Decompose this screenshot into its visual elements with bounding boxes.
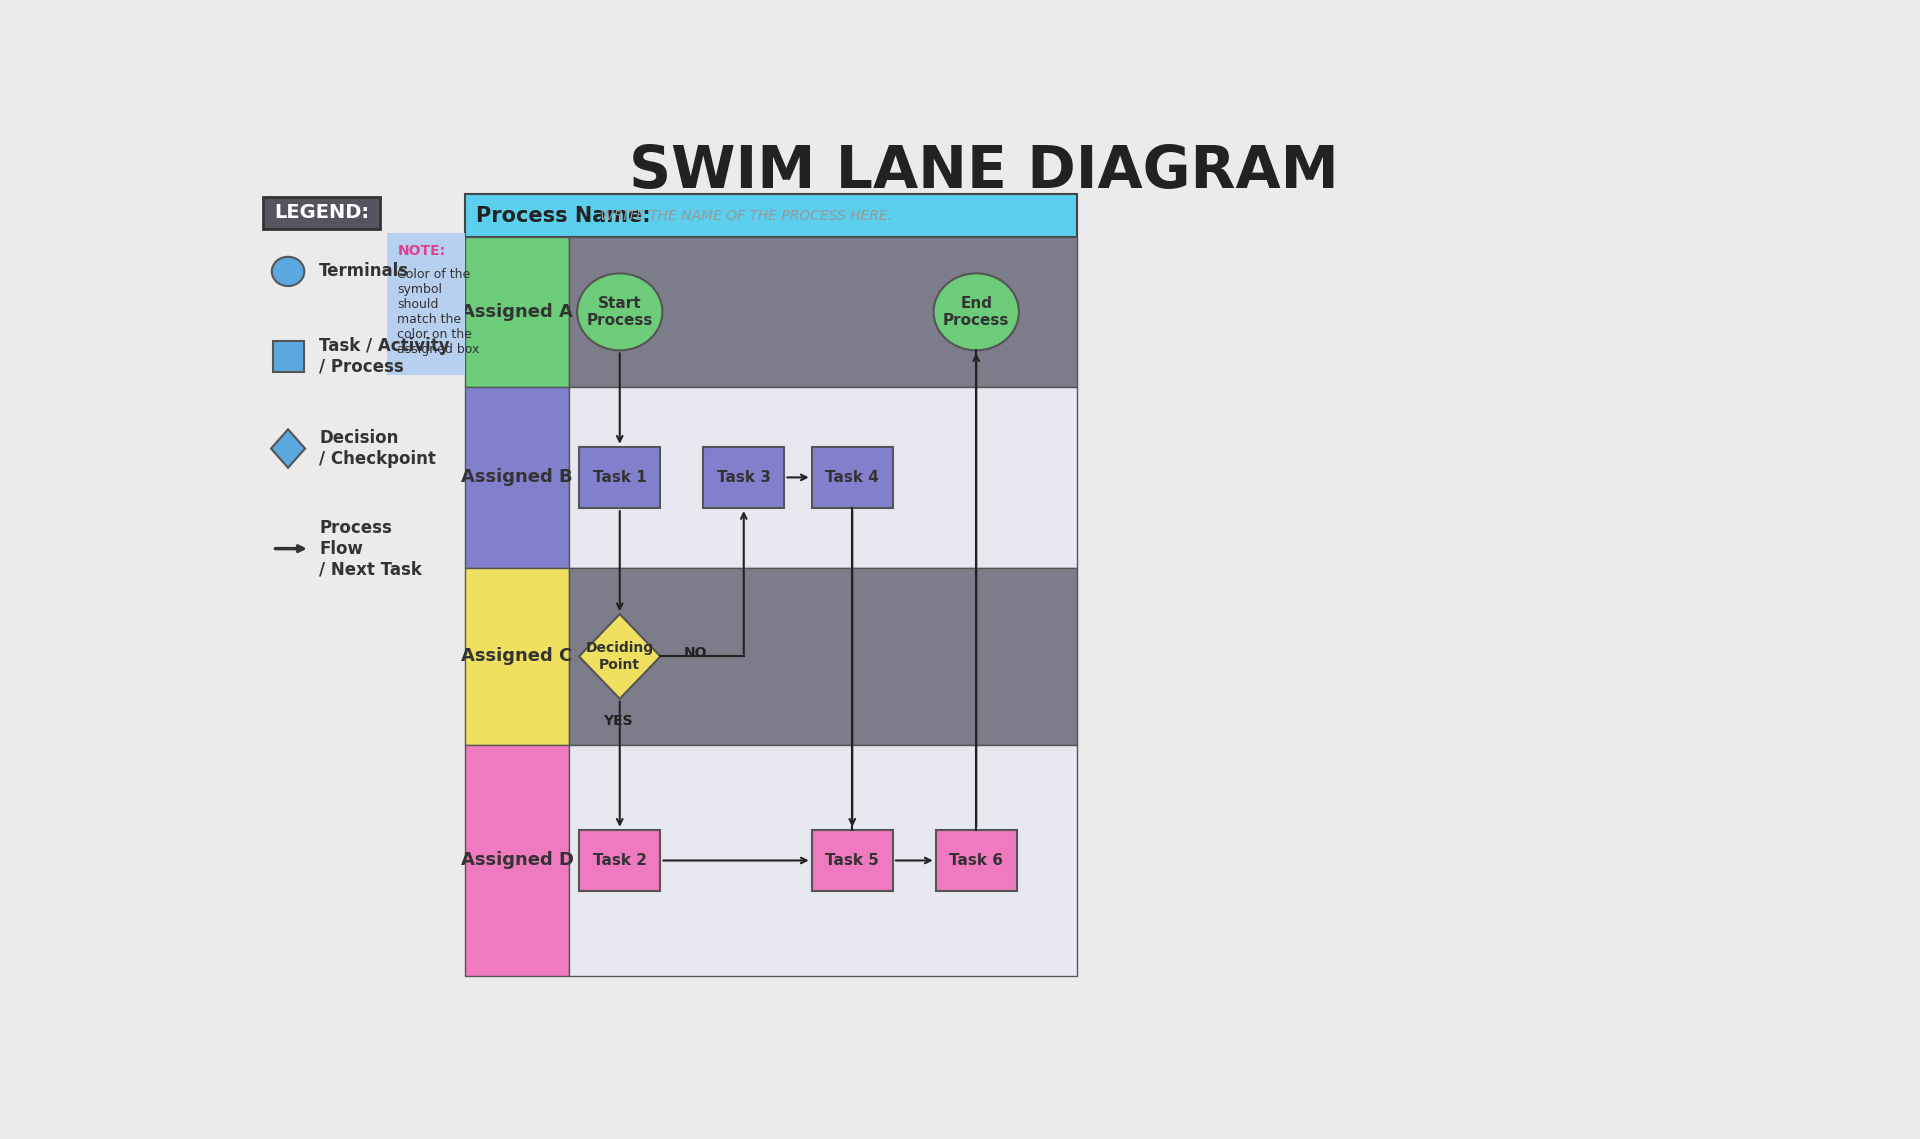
- Text: Task 5: Task 5: [826, 853, 879, 868]
- FancyBboxPatch shape: [465, 387, 570, 568]
- FancyBboxPatch shape: [263, 197, 380, 229]
- Text: YES: YES: [603, 714, 632, 728]
- FancyBboxPatch shape: [570, 568, 1077, 745]
- FancyBboxPatch shape: [703, 446, 785, 508]
- Text: Task 4: Task 4: [826, 470, 879, 485]
- Text: Task 3: Task 3: [716, 470, 770, 485]
- Text: Assigned C: Assigned C: [461, 647, 572, 665]
- FancyBboxPatch shape: [570, 745, 1077, 976]
- FancyBboxPatch shape: [935, 829, 1018, 892]
- Text: Assigned D: Assigned D: [461, 852, 574, 869]
- Text: End
Process: End Process: [943, 296, 1010, 328]
- Text: Assigned A: Assigned A: [461, 303, 572, 321]
- Text: Decision
/ Checkpoint: Decision / Checkpoint: [319, 429, 436, 468]
- Text: LEGEND:: LEGEND:: [275, 204, 369, 222]
- Text: WRITE THE NAME OF THE PROCESS HERE.: WRITE THE NAME OF THE PROCESS HERE.: [601, 208, 893, 222]
- Text: NOTE:: NOTE:: [397, 244, 445, 257]
- Text: NO: NO: [684, 646, 707, 659]
- FancyBboxPatch shape: [465, 745, 570, 976]
- FancyBboxPatch shape: [465, 237, 570, 387]
- Text: Assigned B: Assigned B: [461, 468, 572, 486]
- FancyBboxPatch shape: [388, 233, 465, 376]
- FancyBboxPatch shape: [570, 237, 1077, 387]
- FancyBboxPatch shape: [570, 387, 1077, 568]
- Text: Task 1: Task 1: [593, 470, 647, 485]
- Text: Process Name:: Process Name:: [476, 206, 651, 226]
- Text: Start
Process: Start Process: [588, 296, 653, 328]
- Ellipse shape: [273, 256, 305, 286]
- FancyBboxPatch shape: [273, 341, 303, 371]
- Text: Process
Flow
/ Next Task: Process Flow / Next Task: [319, 519, 422, 579]
- Text: Color of the
symbol
should
match the
color on the
assigned box: Color of the symbol should match the col…: [397, 268, 480, 355]
- Text: Task / Activity
/ Process: Task / Activity / Process: [319, 337, 449, 376]
- Text: Task 2: Task 2: [593, 853, 647, 868]
- Ellipse shape: [578, 273, 662, 351]
- Ellipse shape: [933, 273, 1020, 351]
- FancyBboxPatch shape: [465, 195, 1077, 237]
- Text: Terminals: Terminals: [319, 262, 409, 280]
- FancyBboxPatch shape: [580, 446, 660, 508]
- FancyBboxPatch shape: [812, 446, 893, 508]
- Text: SWIM LANE DIAGRAM: SWIM LANE DIAGRAM: [630, 142, 1338, 199]
- Text: Deciding
Point: Deciding Point: [586, 641, 655, 672]
- FancyBboxPatch shape: [580, 829, 660, 892]
- Polygon shape: [271, 429, 305, 468]
- Text: Task 6: Task 6: [948, 853, 1004, 868]
- FancyBboxPatch shape: [465, 568, 570, 745]
- Polygon shape: [580, 614, 660, 699]
- FancyBboxPatch shape: [812, 829, 893, 892]
